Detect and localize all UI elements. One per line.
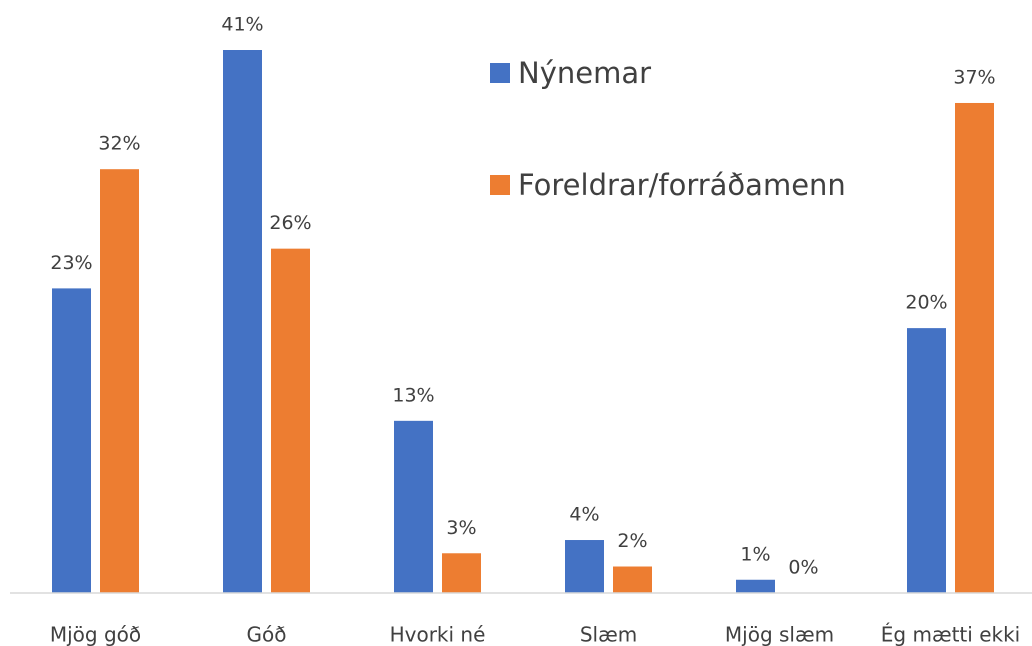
data-label: 26%	[269, 212, 311, 234]
bar	[955, 102, 994, 593]
data-label: 32%	[98, 133, 140, 155]
bar	[565, 540, 604, 593]
data-label: 37%	[953, 66, 995, 88]
x-tick-label: Slæm	[580, 623, 637, 646]
data-label: 0%	[788, 557, 818, 579]
data-label: 1%	[740, 543, 770, 565]
bar	[52, 288, 91, 593]
bar	[394, 420, 433, 593]
x-tick-label: Mjög slæm	[725, 623, 834, 646]
data-label: 23%	[50, 252, 92, 274]
data-label: 3%	[446, 517, 476, 539]
bar	[736, 579, 775, 593]
x-tick-label: Ég mætti ekki	[881, 623, 1020, 646]
bar	[223, 50, 262, 593]
x-tick-label: Mjög góð	[50, 623, 141, 646]
legend-swatch	[490, 63, 510, 83]
data-label: 13%	[392, 384, 434, 406]
x-tick-label: Góð	[247, 623, 287, 646]
data-label: 20%	[905, 292, 947, 314]
data-label: 41%	[221, 14, 263, 36]
data-label: 2%	[617, 530, 647, 552]
bar	[907, 328, 946, 593]
legend-label: Foreldrar/forráðamenn	[518, 168, 846, 202]
bar	[100, 169, 139, 593]
data-label: 4%	[569, 504, 599, 526]
bar	[442, 553, 481, 593]
x-tick-label: Hvorki né	[390, 623, 486, 646]
bar	[613, 566, 652, 593]
legend-swatch	[490, 175, 510, 195]
bar	[271, 248, 310, 593]
legend-label: Nýnemar	[518, 56, 651, 90]
